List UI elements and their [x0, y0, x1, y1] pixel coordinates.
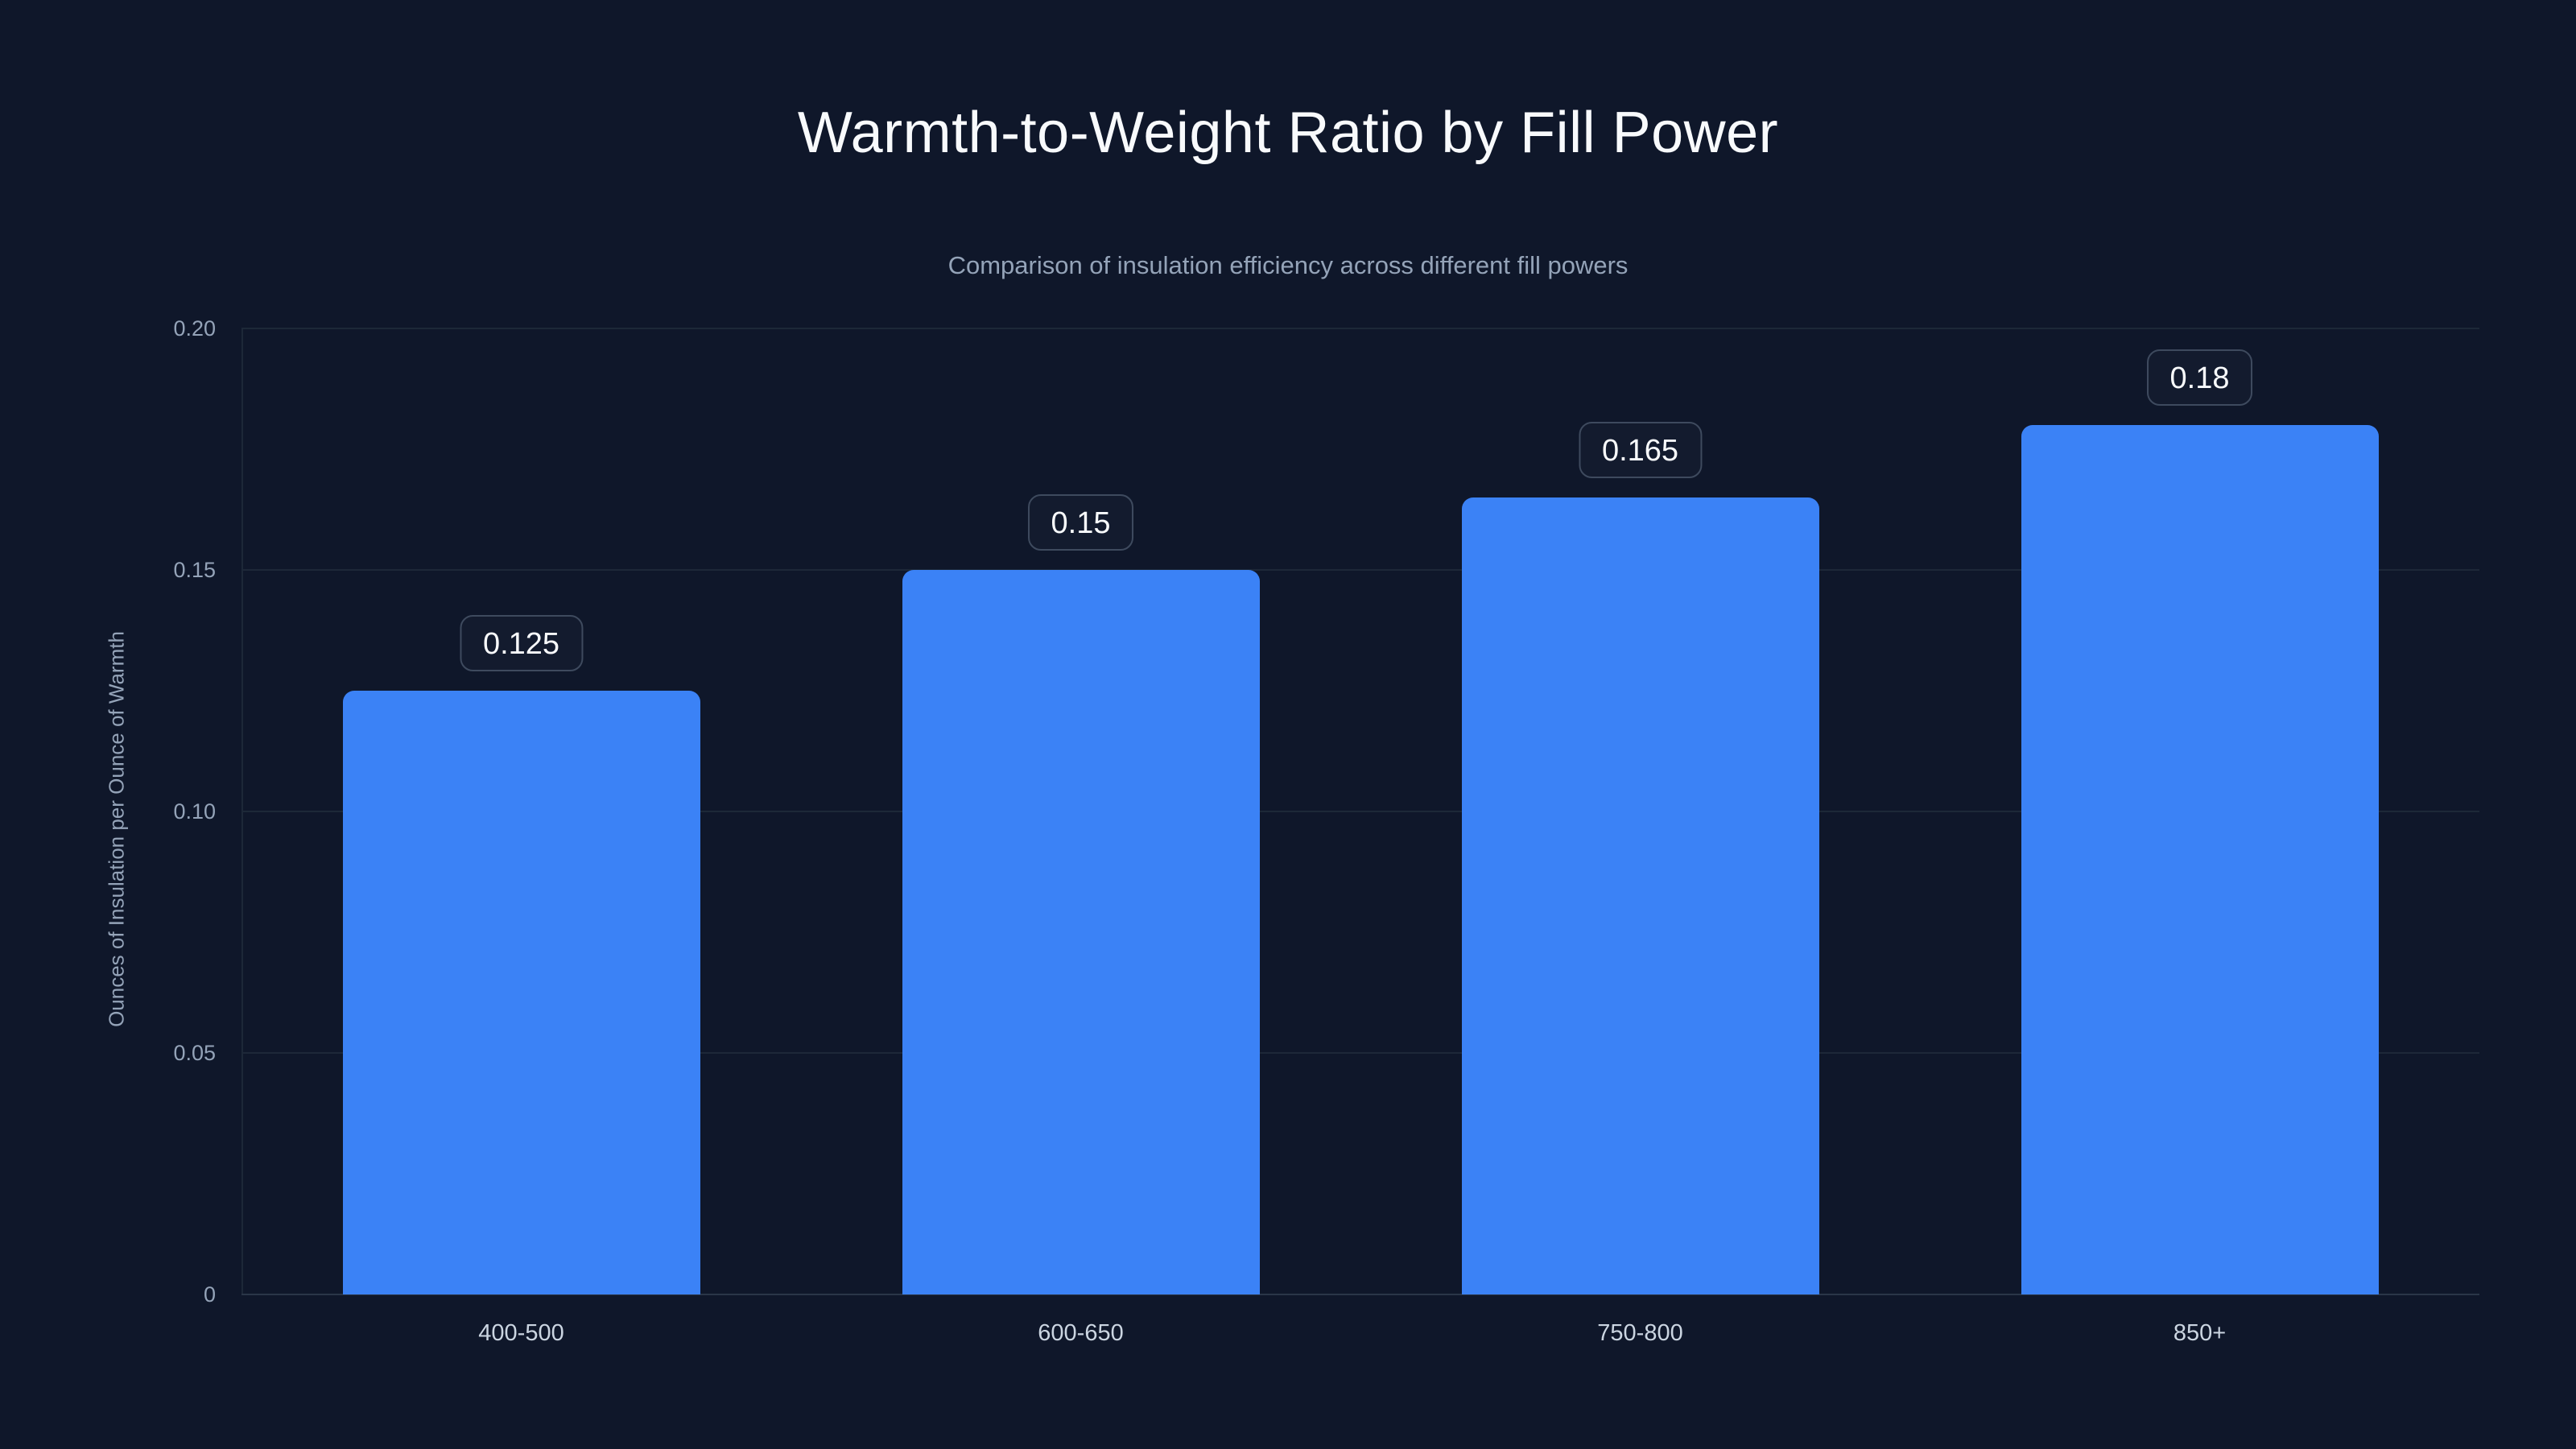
bar-600-650[interactable]	[902, 570, 1260, 1294]
gridline	[242, 328, 2479, 329]
y-tick-label: 0	[203, 1282, 216, 1307]
gridline	[242, 1052, 2479, 1054]
bar-value-badge: 0.125	[459, 615, 584, 671]
chart-title: Warmth-to-Weight Ratio by Fill Power	[797, 101, 1779, 165]
bar-400-500[interactable]	[342, 691, 700, 1294]
y-axis-title: Ounces of Insulation per Ounce of Warmth	[104, 631, 129, 1027]
plot-area: 0 0.05 0.10 0.15 0.20 0.125 400-500 0.15 600-650…	[173, 318, 2479, 1346]
bar-750-800[interactable]	[1461, 497, 1819, 1294]
x-tick-label: 750-800	[1597, 1320, 1683, 1346]
gridline	[242, 569, 2479, 571]
gridline	[242, 1294, 2479, 1295]
chart-subtitle: Comparison of insulation efficiency acro…	[947, 251, 1629, 279]
bar-value-badge: 0.15	[1027, 494, 1134, 551]
bar-value-badge: 0.165	[1578, 422, 1703, 478]
x-tick-label: 850+	[2173, 1320, 2227, 1346]
x-tick-label: 600-650	[1038, 1320, 1124, 1346]
bar-value-badge: 0.18	[2146, 349, 2253, 406]
bar-850+[interactable]	[2021, 425, 2379, 1294]
y-tick-label: 0.05	[173, 1041, 216, 1065]
y-tick-label: 0.10	[173, 799, 216, 824]
x-tick-label: 400-500	[478, 1320, 564, 1346]
gridline	[242, 811, 2479, 812]
y-tick-label: 0.15	[173, 558, 216, 582]
y-tick-label: 0.20	[173, 316, 216, 341]
